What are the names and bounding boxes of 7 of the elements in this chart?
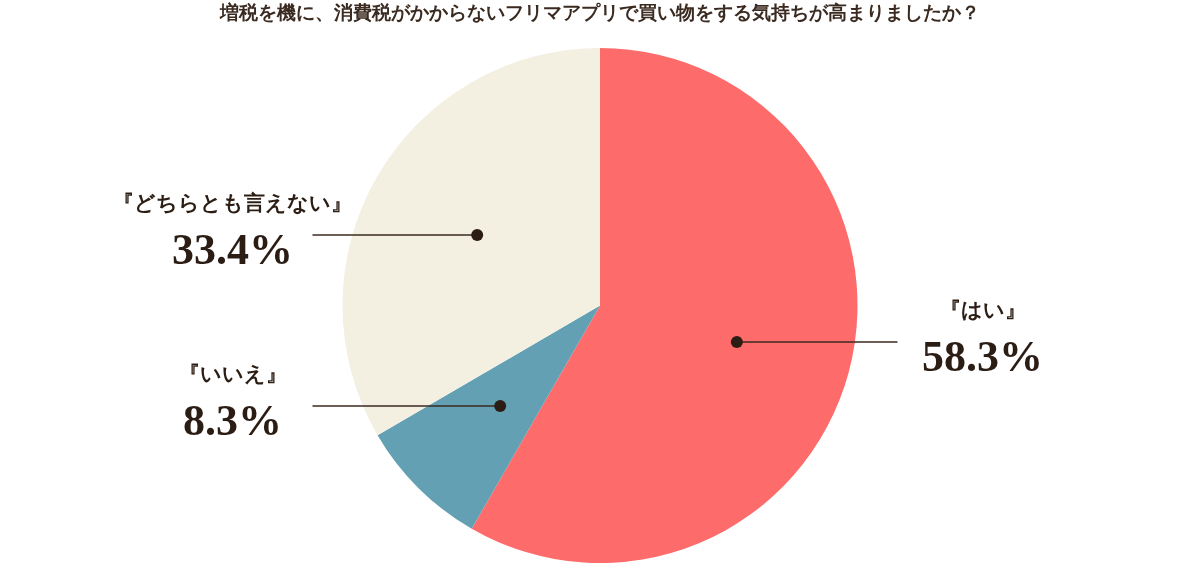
data-label: 58.3% xyxy=(922,332,1043,382)
data-label: 33.4% xyxy=(172,225,293,275)
slice-label: 『いいえ』 xyxy=(178,362,287,387)
chart-title: 増税を機に、消費税がかからないフリマアプリで買い物をする気持ちが高まりましたか？ xyxy=(218,0,981,25)
slice-label: 『どちらとも言えない』 xyxy=(113,191,352,216)
data-label: 8.3% xyxy=(183,396,282,446)
slice-label: 『はい』 xyxy=(939,298,1026,323)
